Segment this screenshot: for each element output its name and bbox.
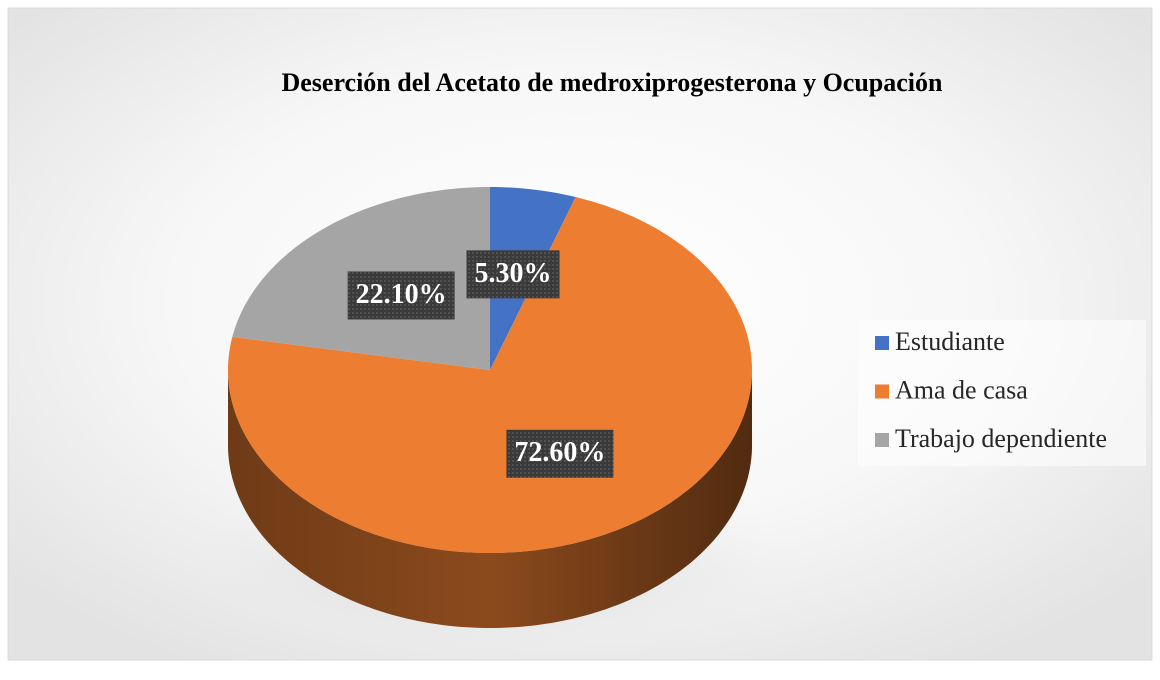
data-label: 72.60%	[514, 437, 605, 468]
legend-label: Estudiante	[895, 327, 1005, 356]
chart-title: Deserción del Acetato de medroxiprogeste…	[281, 68, 943, 97]
data-label-box	[506, 429, 614, 478]
data-label-box	[466, 250, 560, 299]
legend-label: Trabajo dependiente	[895, 424, 1107, 453]
pie-side-shade	[228, 370, 752, 628]
legend-box	[858, 320, 1146, 466]
data-label: 22.10%	[356, 279, 447, 310]
legend-swatch	[875, 433, 889, 447]
pie-slice	[228, 197, 752, 553]
data-label-box	[347, 271, 455, 320]
legend-label: Ama de casa	[895, 375, 1028, 404]
data-label: 5.30%	[475, 258, 552, 289]
legend-swatch	[875, 336, 889, 350]
legend-swatch	[875, 384, 889, 399]
